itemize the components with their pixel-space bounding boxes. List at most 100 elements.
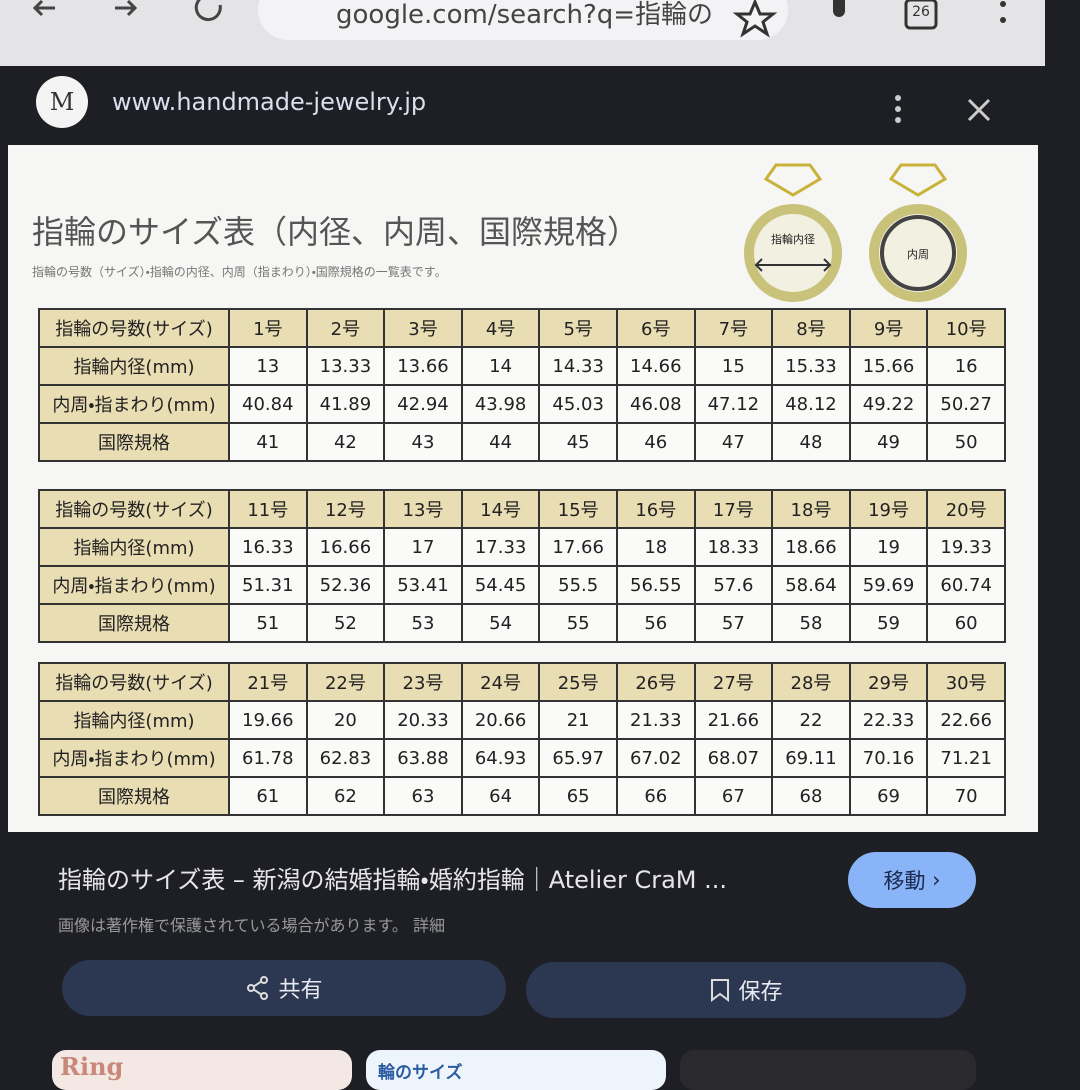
share-button[interactable]: 共有 (62, 960, 506, 1016)
value-cell: 45.03 (538, 384, 618, 424)
value-cell: 53 (383, 603, 463, 643)
value-cell: 68 (771, 776, 851, 816)
size-header: 17号 (693, 489, 774, 529)
value-cell: 43.98 (460, 384, 541, 424)
value-cell: 15.66 (848, 346, 929, 386)
size-header: 15号 (538, 489, 618, 529)
details-link[interactable]: 詳細 (413, 916, 446, 935)
header-row: 指輪の号数(サイズ) 1号 2号 3号 4号 5号 6号 7号 8号 9号 10号 (38, 308, 1006, 348)
size-header: 1号 (228, 308, 308, 348)
value-cell: 16 (926, 346, 1006, 386)
value-cell: 60 (926, 603, 1006, 643)
value-cell: 13.66 (383, 346, 463, 386)
save-button[interactable]: 保存 (526, 962, 966, 1018)
value-cell: 18.33 (693, 527, 774, 567)
value-cell: 54 (460, 603, 541, 643)
value-cell: 58 (771, 603, 851, 643)
value-cell: 57.6 (693, 565, 774, 605)
size-header: 22号 (305, 662, 386, 702)
data-row: 指輪内径(mm) 13 13.33 13.66 14 14.33 14.66 15 15.33 1… (38, 346, 1006, 386)
save-label[interactable]: 保存 (738, 980, 783, 1005)
value-cell: 62.83 (305, 738, 386, 778)
row-label: 国際規格 (38, 422, 230, 462)
value-cell: 41.89 (305, 384, 386, 424)
size-header: 19号 (848, 489, 929, 529)
value-cell: 18 (615, 527, 696, 567)
row-label: 国際規格 (38, 776, 230, 816)
value-cell: 21.33 (615, 700, 696, 740)
size-header: 11号 (228, 489, 308, 529)
value-cell: 43 (383, 422, 463, 462)
row-label: 指輪内径(mm) (38, 700, 230, 740)
value-cell: 44 (460, 422, 541, 462)
thumbnail[interactable]: Ring (52, 1050, 352, 1090)
value-cell: 53.41 (383, 565, 463, 605)
value-cell: 51 (228, 603, 308, 643)
size-header: 23号 (383, 662, 463, 702)
thumbnail[interactable]: 輪のサイズ (366, 1050, 666, 1090)
value-cell: 56.55 (615, 565, 696, 605)
thumbnail[interactable] (680, 1050, 976, 1090)
value-cell: 16.66 (305, 527, 386, 567)
value-cell: 49 (848, 422, 929, 462)
value-cell: 17.66 (538, 527, 618, 567)
value-cell: 71.21 (926, 738, 1006, 778)
size-header: 25号 (538, 662, 618, 702)
value-cell: 19 (848, 527, 929, 567)
go-label[interactable]: 移動 (883, 869, 926, 893)
value-cell: 47 (693, 422, 774, 462)
value-cell: 47.12 (693, 384, 774, 424)
value-cell: 48 (771, 422, 851, 462)
size-header: 14号 (460, 489, 541, 529)
share-label[interactable]: 共有 (278, 978, 323, 1003)
caption-title[interactable]: 指輪のサイズ表 – 新潟の結婚指輪・婚約指輪｜Atelier CraM ... (58, 866, 728, 894)
value-cell: 57 (693, 603, 774, 643)
value-cell: 18.66 (771, 527, 851, 567)
browser-icons (32, 0, 1006, 40)
value-cell: 64 (460, 776, 541, 816)
value-cell: 59 (848, 603, 929, 643)
image-subtitle: 指輪の号数（サイズ）・指輪の内径、内周（指まわり）・国際規格の一覧表です。 (32, 265, 447, 279)
value-cell: 62 (305, 776, 386, 816)
url[interactable]: google.com/search?q=指輪の (336, 0, 714, 30)
value-cell: 45 (538, 422, 618, 462)
ring-label: 指輪内径 (771, 232, 815, 246)
size-header: 29号 (848, 662, 929, 702)
go-button[interactable]: 移動 › (848, 852, 976, 908)
size-header: 2号 (305, 308, 386, 348)
value-cell: 68.07 (693, 738, 774, 778)
value-cell: 63.88 (383, 738, 463, 778)
value-cell: 55 (538, 603, 618, 643)
size-header: 30号 (926, 662, 1006, 702)
value-cell: 61 (228, 776, 308, 816)
share-icon (247, 976, 269, 1000)
header-row: 指輪の号数(サイズ) 21号 22号 23号 24号 25号 26号 27号 28号 29号 30号 (38, 662, 1006, 702)
size-header: 9号 (848, 308, 929, 348)
value-cell: 14.66 (615, 346, 696, 386)
value-cell: 55.5 (538, 565, 618, 605)
size-header: 5号 (538, 308, 618, 348)
row-label: 指輪内径(mm) (38, 346, 230, 386)
value-cell: 20.33 (383, 700, 463, 740)
value-cell: 51.31 (228, 565, 308, 605)
value-cell: 52.36 (305, 565, 386, 605)
value-cell: 42.94 (383, 384, 463, 424)
thumb-text: Ring (60, 1052, 124, 1081)
site-logo: M (36, 76, 88, 128)
data-row: 国際規格 41 42 43 44 45 46 47 48 49 50 (38, 422, 1006, 462)
value-cell: 14.33 (538, 346, 618, 386)
site-url[interactable]: www.handmade-jewelry.jp (112, 88, 427, 116)
value-cell: 66 (615, 776, 696, 816)
value-cell: 15.33 (771, 346, 851, 386)
data-row: 内周・指まわり(mm) 61.78 62.83 63.88 64.93 65.97 67.0… (38, 738, 1006, 778)
tab-count[interactable]: 26 (912, 4, 930, 20)
value-cell: 58.64 (771, 565, 851, 605)
value-cell: 40.84 (228, 384, 308, 424)
value-cell: 70.16 (848, 738, 929, 778)
image-title: 指輪のサイズ表（内径、内周、国際規格） (32, 213, 640, 251)
row-label: 指輪内径(mm) (38, 527, 230, 567)
viewer-controls[interactable] (880, 90, 1000, 130)
value-cell: 67.02 (615, 738, 696, 778)
value-cell: 20 (305, 700, 386, 740)
data-row: 指輪内径(mm) 16.33 16.66 17 17.33 17.66 18 18.33 18.… (38, 527, 1006, 567)
